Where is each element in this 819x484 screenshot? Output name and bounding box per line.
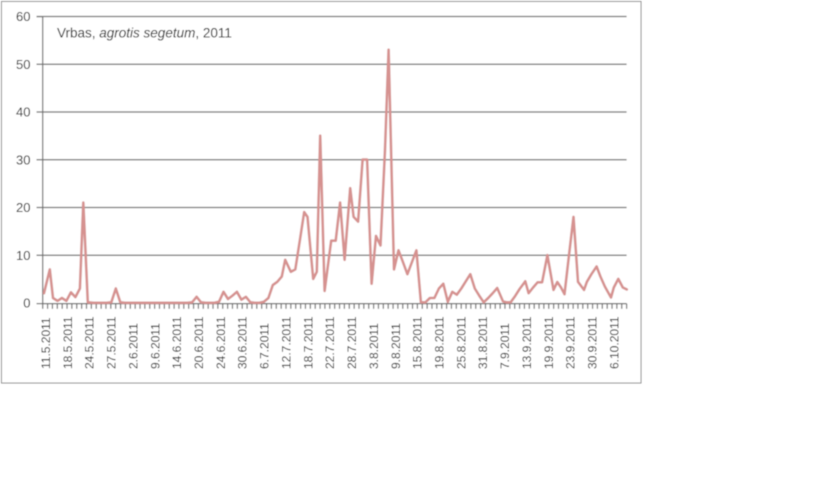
svg-text:50: 50	[16, 57, 30, 72]
svg-text:20.6.2011: 20.6.2011	[192, 316, 206, 369]
svg-text:23.9.2011: 23.9.2011	[564, 316, 578, 369]
svg-text:30.6.2011: 30.6.2011	[236, 316, 250, 369]
svg-text:25.8.2011: 25.8.2011	[454, 316, 468, 369]
svg-text:22.7.2011: 22.7.2011	[323, 316, 337, 369]
svg-text:10: 10	[16, 248, 30, 263]
svg-text:12.7.2011: 12.7.2011	[280, 316, 294, 369]
svg-text:9.6.2011: 9.6.2011	[148, 323, 162, 369]
svg-text:20: 20	[16, 200, 30, 215]
svg-text:28.7.2011: 28.7.2011	[345, 316, 359, 369]
svg-text:3.8.2011: 3.8.2011	[367, 323, 381, 369]
svg-text:24.6.2011: 24.6.2011	[214, 316, 228, 369]
svg-text:Vrbas, agrotis segetum, 2011: Vrbas, agrotis segetum, 2011	[57, 26, 232, 41]
svg-text:19.9.2011: 19.9.2011	[542, 316, 556, 369]
svg-text:6.10.2011: 6.10.2011	[607, 316, 621, 369]
svg-text:24.5.2011: 24.5.2011	[83, 316, 97, 369]
svg-text:6.7.2011: 6.7.2011	[258, 323, 272, 369]
svg-text:60: 60	[16, 9, 30, 24]
svg-text:15.8.2011: 15.8.2011	[411, 316, 425, 369]
svg-text:13.9.2011: 13.9.2011	[520, 316, 534, 369]
svg-text:30: 30	[16, 152, 30, 167]
svg-text:27.5.2011: 27.5.2011	[105, 316, 119, 369]
svg-text:14.6.2011: 14.6.2011	[170, 316, 184, 369]
svg-text:11.5.2011: 11.5.2011	[39, 317, 53, 369]
svg-text:18.5.2011: 18.5.2011	[61, 316, 75, 369]
svg-text:7.9.2011: 7.9.2011	[498, 323, 512, 369]
svg-text:2.6.2011: 2.6.2011	[126, 323, 140, 369]
svg-text:30.9.2011: 30.9.2011	[586, 316, 600, 369]
svg-text:31.8.2011: 31.8.2011	[476, 316, 490, 369]
svg-text:9.8.2011: 9.8.2011	[389, 323, 403, 369]
svg-text:0: 0	[23, 296, 30, 311]
svg-text:40: 40	[16, 105, 30, 120]
svg-text:18.7.2011: 18.7.2011	[301, 316, 315, 369]
svg-text:19.8.2011: 19.8.2011	[433, 316, 447, 369]
